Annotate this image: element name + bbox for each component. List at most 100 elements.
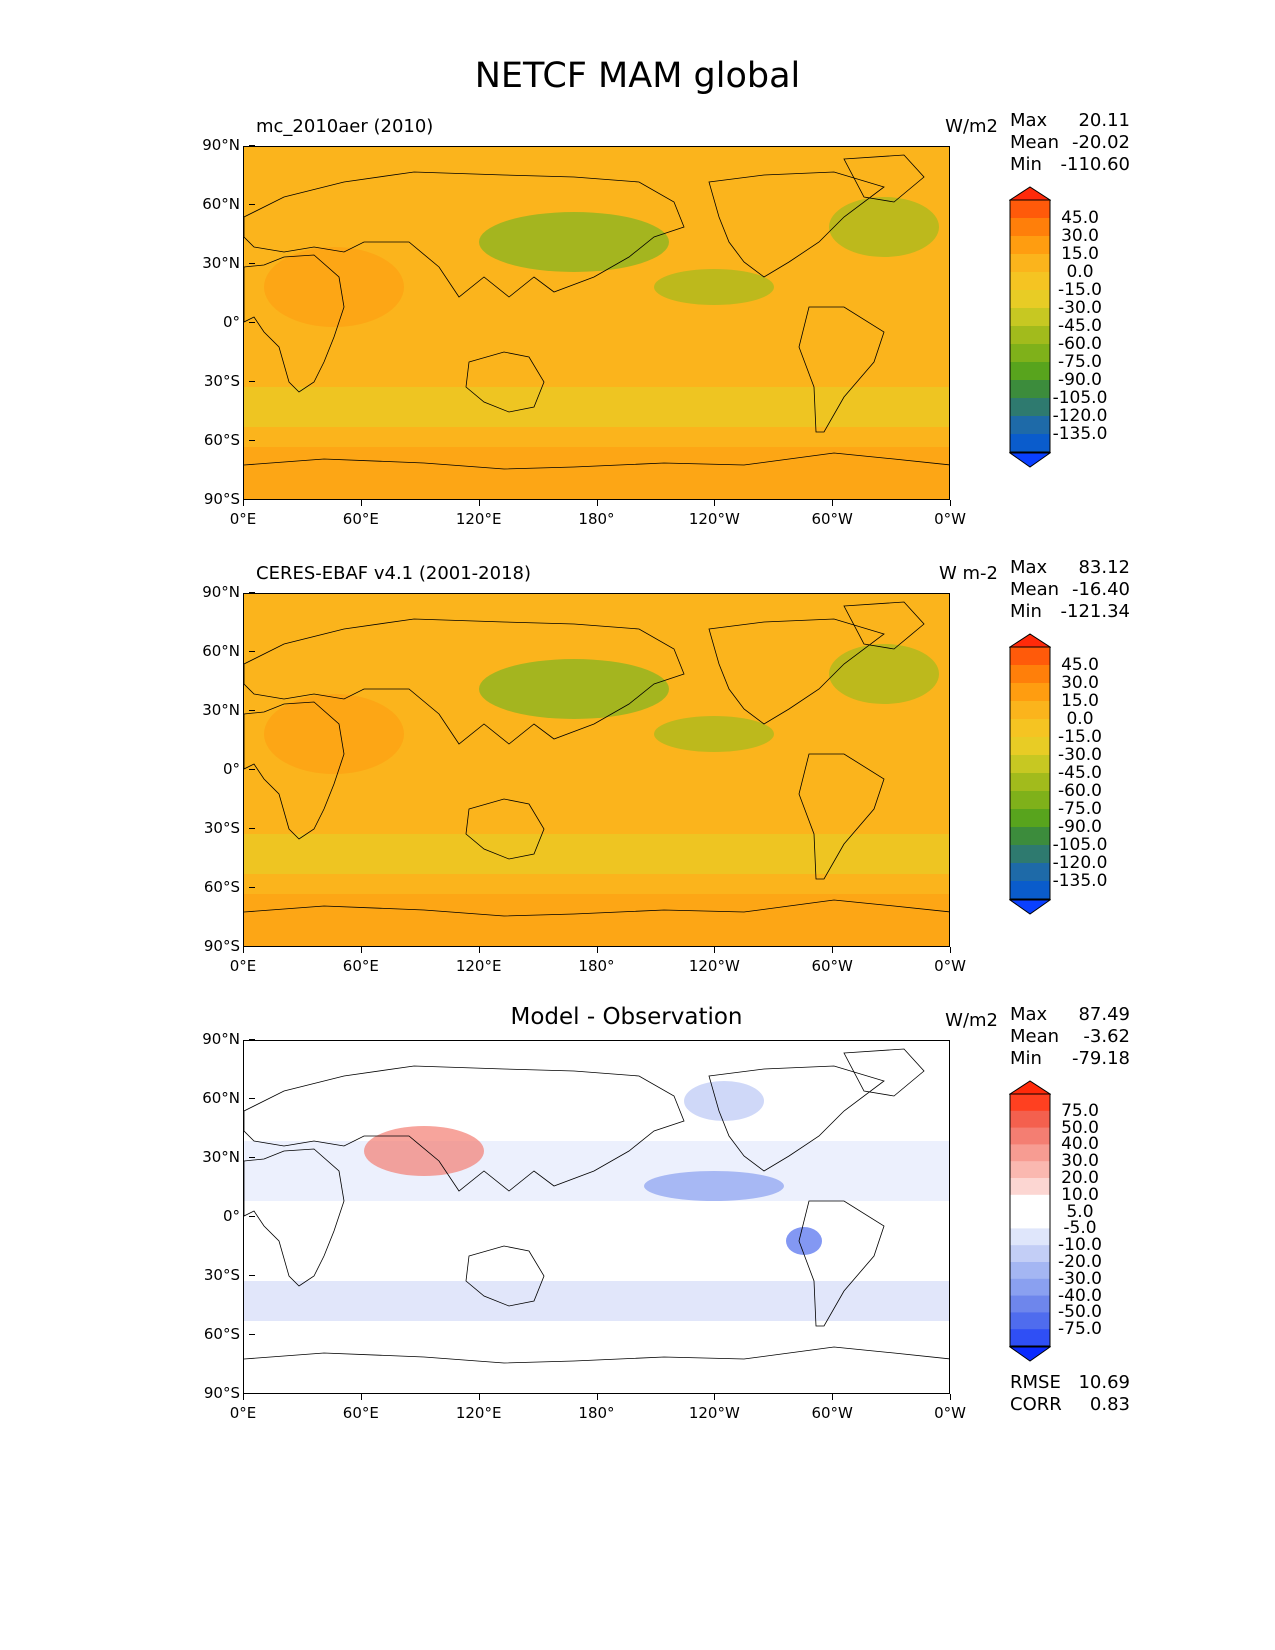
units-label: W/m2 [945,1010,998,1031]
stat-row: Mean -3.62 [1010,1026,1130,1048]
stat-label: Min [1010,154,1042,175]
colorbar-label: -40.0 [1058,1285,1102,1306]
colorbar-label: -120.0 [1052,853,1108,873]
x-tick-mark [832,947,834,953]
x-tick-label: 120°E [455,1404,502,1422]
colorbar-label: 10.0 [1061,1184,1099,1205]
colorbar-label: 30.0 [1061,226,1099,246]
colorbar-swatch [1010,218,1050,237]
coastline-outline [843,154,925,203]
colorbar-swatch [1010,863,1050,882]
stat-row: Max 83.12 [1010,557,1130,579]
coastline-outline [843,1048,925,1097]
colorbar-label: -75.0 [1058,352,1102,372]
colorbar-swatch [1010,1144,1050,1162]
x-tick-label: 120°E [455,510,502,528]
x-tick-label: 60°E [342,1404,379,1422]
colorbar-swatch [1010,755,1050,774]
y-tick-label: 30°S [180,1266,255,1284]
colorbar-swatch [1010,1211,1050,1229]
colorbar-label: -5.0 [1063,1218,1097,1239]
x-tick-label: 120°W [688,510,740,528]
colorbar-label: -50.0 [1058,1302,1102,1323]
stat-row: Max 20.11 [1010,110,1130,132]
map-panel-3: Model - Observation W/m2 90°N 60°N 30°N 0° 30°… [0,894,1275,1422]
y-tick-label: 0° [180,760,255,778]
colorbar-swatch [1010,845,1050,864]
colorbar-label: -60.0 [1058,334,1102,354]
y-tick-label: 60°S [180,878,255,896]
colorbar-label: -45.0 [1058,316,1102,336]
x-tick-mark [832,500,834,506]
stat-label: Min [1010,601,1042,622]
y-tick-label: 0° [180,313,255,331]
colorbar-swatch [1010,200,1050,219]
stat-label: Mean [1010,132,1060,153]
units-label: W/m2 [945,116,998,137]
coastline-outline [244,452,949,470]
colorbar-swatch [1010,1110,1050,1129]
map-panel-1: mc_2010aer (2010) W/m2 90°N 60°N 30°N 0° 30°S 6… [0,0,1275,528]
coastline-outline [244,899,949,917]
coastline-outline [244,171,685,298]
x-tick-mark [950,1394,951,1400]
x-tick-label: 0°W [934,957,966,975]
colorbar-swatch [1010,665,1050,684]
colorbar-label: -45.0 [1058,763,1102,783]
figure-title: NETCF MAM global [474,56,801,96]
colorbar-swatch [1010,416,1050,435]
colorbar-label: -105.0 [1052,388,1108,408]
colorbar-label: -120.0 [1052,406,1108,426]
x-tick-label: 0°E [229,510,257,528]
y-tick-label: 90°N [180,136,255,154]
x-tick-label: 0°E [229,1404,257,1422]
stat-value: 10.69 [1078,1372,1130,1393]
stat-label: Mean [1010,1026,1060,1047]
colorbar-label: 40.0 [1061,1134,1099,1155]
panel-title: mc_2010aer (2010) [256,116,434,137]
y-tick-label: 0° [180,1207,255,1225]
colorbar [1009,186,1051,468]
y-tick-label: 30°N [180,254,255,272]
colorbar-label: 15.0 [1061,244,1099,264]
colorbar-label: 45.0 [1061,208,1099,228]
colorbar-label: -60.0 [1058,781,1102,801]
colorbar-label: 20.0 [1061,1168,1099,1188]
stat-value: -79.18 [1071,1048,1130,1069]
stat-row: Min -110.60 [1010,154,1130,176]
coastline-outline [798,306,885,433]
colorbar-label: -30.0 [1058,298,1102,318]
x-tick-mark [596,947,598,953]
colorbar [1009,1080,1051,1362]
coastline-outline [798,1200,885,1327]
colorbar-swatch [1010,1127,1050,1145]
colorbar-swatch [1010,398,1050,417]
coastline-outline [244,254,345,393]
y-tick-label: 90°N [180,583,255,601]
x-tick-mark [243,947,244,953]
error-stats-block: RMSE 10.69 CORR 0.83 [1010,1372,1130,1416]
units-label: W m-2 [938,563,998,584]
colorbar-swatch [1010,254,1050,273]
coastline-outline [244,1148,345,1287]
x-tick-label: 180° [578,957,615,975]
colorbar-label: 15.0 [1061,691,1099,711]
y-tick-label: 60°N [180,195,255,213]
x-tick-mark [832,1394,834,1400]
coastline-outline [244,618,685,745]
colorbar-swatch [1010,380,1050,399]
stat-value: 87.49 [1078,1004,1130,1025]
x-tick-label: 0°W [934,510,966,528]
colorbar-label: 0.0 [1066,262,1094,282]
x-tick-mark [360,1394,362,1400]
colorbar-label: 5.0 [1066,1201,1094,1222]
x-tick-label: 60°W [811,957,853,975]
y-tick-label: 30°N [180,701,255,719]
colorbar-swatch [1010,326,1050,345]
stat-value: -20.02 [1071,132,1130,153]
colorbar-label: -10.0 [1058,1235,1102,1256]
y-tick-label: 60°N [180,642,255,660]
x-tick-mark [596,500,598,506]
colorbar-swatch [1010,1178,1050,1196]
x-tick-label: 0°E [229,957,257,975]
